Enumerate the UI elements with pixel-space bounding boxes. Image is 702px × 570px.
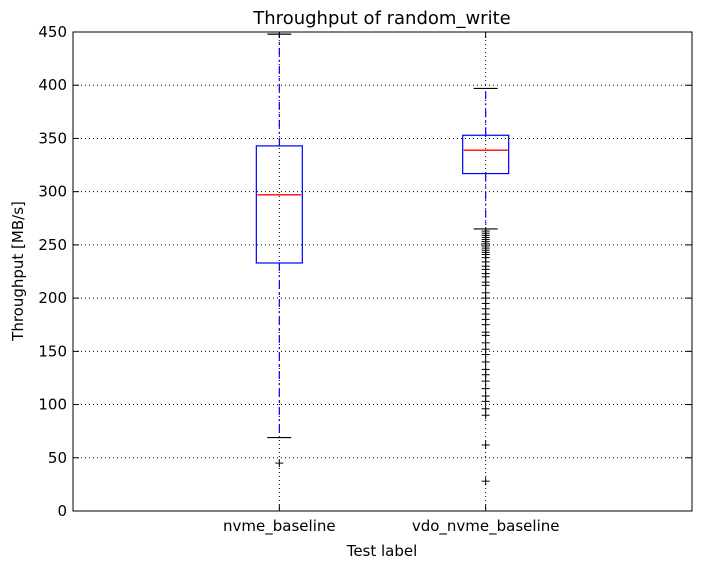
outlier-point bbox=[481, 397, 490, 406]
y-tick-label: 200 bbox=[38, 289, 67, 307]
chart-title: Throughput of random_write bbox=[252, 8, 510, 29]
outlier-point bbox=[481, 281, 490, 290]
outlier-point bbox=[481, 350, 490, 359]
y-tick-label: 100 bbox=[38, 396, 67, 414]
y-tick-label: 150 bbox=[38, 342, 67, 360]
x-tick-label: nvme_baseline bbox=[223, 517, 336, 536]
y-tick-label: 0 bbox=[57, 502, 67, 520]
y-tick-label: 350 bbox=[38, 129, 67, 147]
outlier-point bbox=[275, 459, 284, 468]
outlier-point bbox=[481, 320, 490, 329]
outlier-point bbox=[481, 357, 490, 366]
y-tick-label: 250 bbox=[38, 236, 67, 254]
outlier-point bbox=[481, 331, 490, 340]
y-tick-label: 450 bbox=[38, 23, 67, 41]
y-tick-label: 50 bbox=[48, 449, 67, 467]
y-axis-label: Throughput [MB/s] bbox=[9, 201, 27, 342]
ticks: 0 50 100 150 200 250 300 350 400 450 nvme_baseline… bbox=[38, 23, 692, 536]
box-vdo_nvme_baseline bbox=[462, 87, 510, 486]
outlier-point bbox=[481, 377, 490, 386]
boxes bbox=[255, 33, 510, 486]
y-tick-label: 400 bbox=[38, 76, 67, 94]
iqr-box bbox=[255, 145, 303, 264]
x-axis-label: Test label bbox=[346, 542, 418, 560]
outlier-point bbox=[481, 411, 490, 420]
outlier-point bbox=[481, 477, 490, 486]
x-tick-label: vdo_nvme_baseline bbox=[412, 517, 560, 536]
plot-frame bbox=[72, 31, 693, 512]
outlier-point bbox=[481, 441, 490, 450]
iqr-box bbox=[462, 134, 510, 175]
outlier-point bbox=[481, 384, 490, 393]
y-tick-label: 300 bbox=[38, 183, 67, 201]
box-nvme_baseline bbox=[255, 33, 303, 468]
